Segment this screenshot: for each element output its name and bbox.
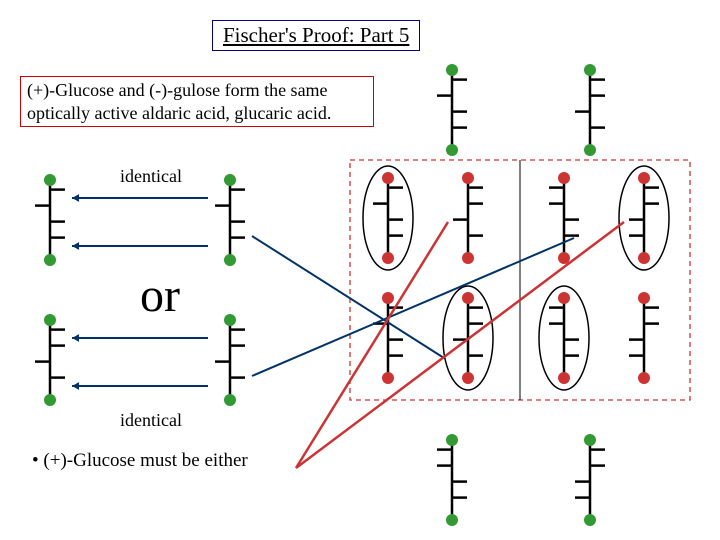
statement-box: (+)-Glucose and (-)-gulose form the same… xyxy=(20,76,374,127)
title-text: Fischer's Proof: Part 5 xyxy=(223,23,409,47)
label-identical-bottom: identical xyxy=(120,410,182,431)
label-identical-top: identical xyxy=(120,166,182,187)
or-text: or xyxy=(140,268,180,323)
title-box: Fischer's Proof: Part 5 xyxy=(212,20,420,51)
statement-text: (+)-Glucose and (-)-gulose form the same… xyxy=(27,80,331,123)
bullet-conclusion: • (+)-Glucose must be either xyxy=(32,450,248,472)
